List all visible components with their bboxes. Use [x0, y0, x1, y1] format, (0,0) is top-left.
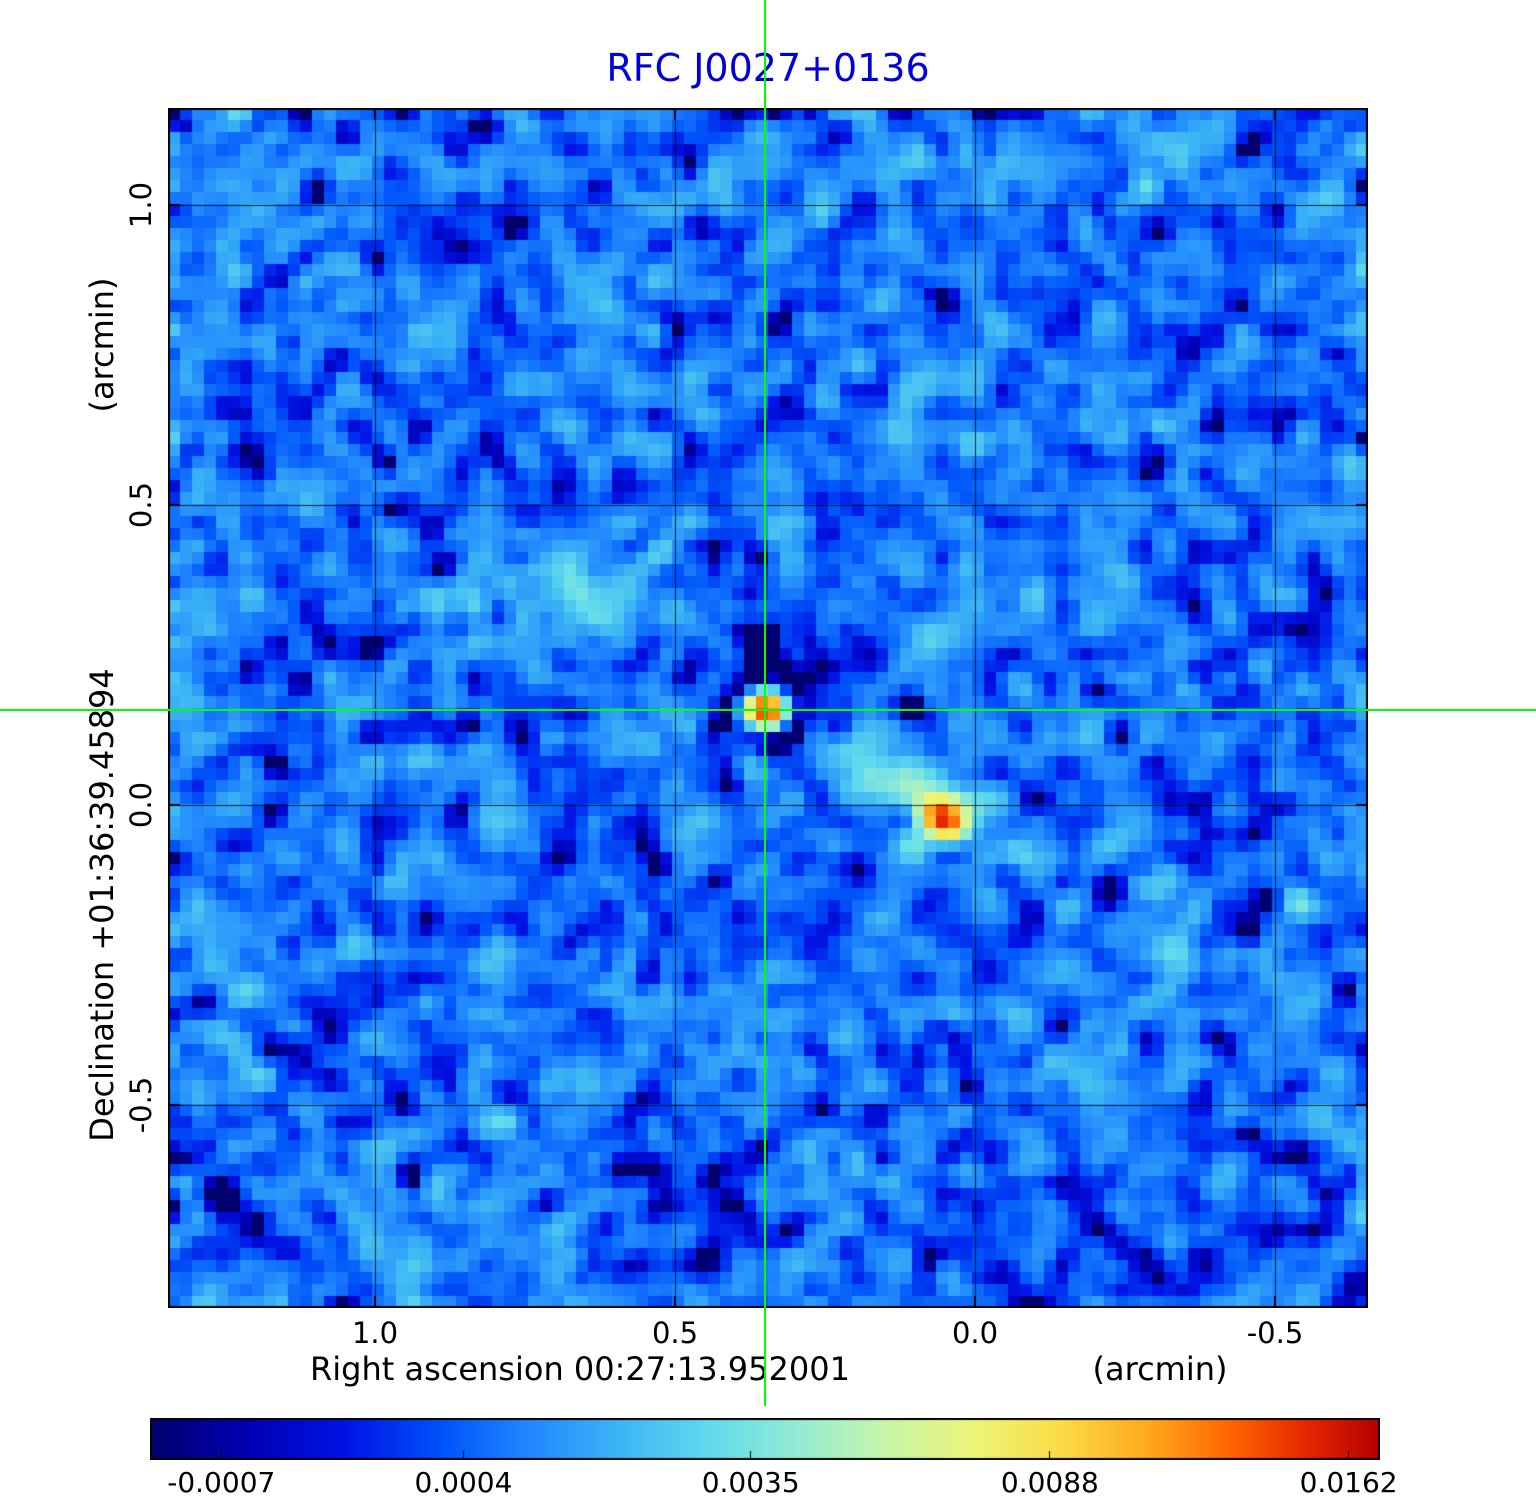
x-tick-label: -0.5	[1246, 1316, 1304, 1350]
y-axis-unit: (arcmin)	[83, 277, 121, 413]
colorbar-tick-label: 0.0035	[701, 1466, 800, 1499]
x-tick-label: 1.0	[351, 1316, 399, 1350]
y-tick-label: 0.5	[124, 482, 158, 529]
y-axis-label: Declination +01:36:39.45894	[83, 668, 121, 1142]
x-tick-label: 0.0	[951, 1316, 999, 1350]
y-tick-label: 1.0	[124, 182, 158, 229]
colorbar-tick-label: 0.0088	[1000, 1466, 1099, 1499]
colorbar	[150, 1418, 1380, 1460]
y-tick-label: -0.5	[124, 1076, 158, 1134]
x-axis-label: Right ascension 00:27:13.952001	[310, 1350, 850, 1388]
radio-map-image	[168, 108, 1368, 1308]
colorbar-tick-label: 0.0004	[414, 1466, 513, 1499]
x-tick-label: 0.5	[651, 1316, 699, 1350]
y-tick-label: 0.0	[124, 782, 158, 829]
colorbar-tick-label: 0.0162	[1299, 1466, 1398, 1499]
x-axis-unit: (arcmin)	[1092, 1350, 1228, 1388]
colorbar-tick-label: -0.0007	[167, 1466, 276, 1499]
plot-area	[168, 108, 1368, 1308]
plot-title: RFC J0027+0136	[606, 46, 930, 90]
